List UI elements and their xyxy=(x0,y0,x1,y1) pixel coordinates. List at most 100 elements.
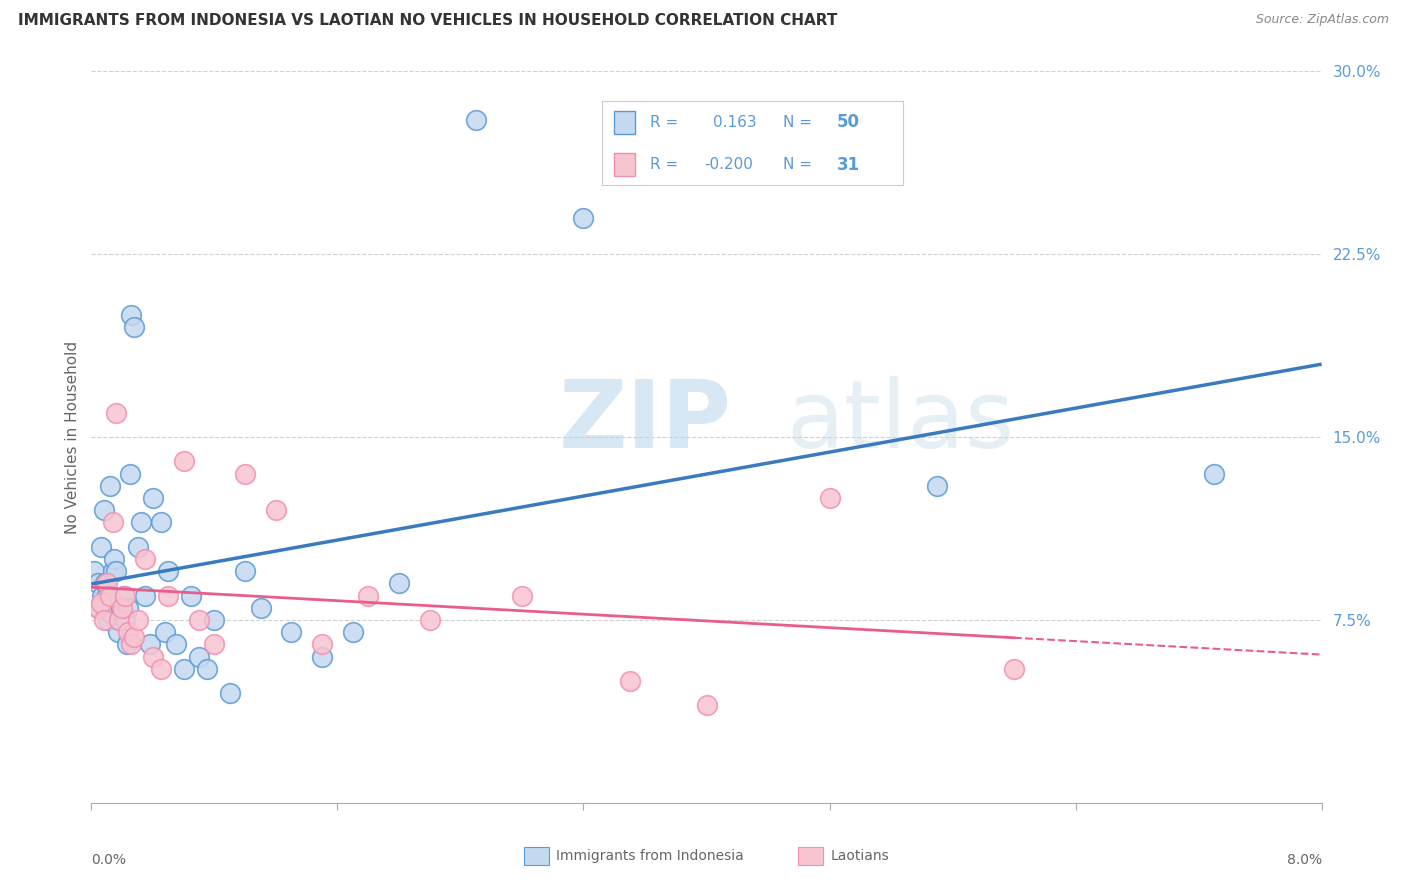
Text: 0.163: 0.163 xyxy=(713,115,756,130)
Point xyxy=(117,600,139,615)
Point xyxy=(118,467,141,481)
Point xyxy=(112,589,135,603)
Point xyxy=(91,589,114,603)
Point xyxy=(264,503,287,517)
Point xyxy=(157,589,180,603)
Point xyxy=(619,673,641,688)
Point xyxy=(818,491,841,505)
Point xyxy=(233,564,256,578)
Text: 31: 31 xyxy=(837,155,860,174)
Text: -0.200: -0.200 xyxy=(704,157,754,172)
Point xyxy=(111,600,134,615)
Point xyxy=(311,649,333,664)
Point xyxy=(510,589,533,603)
Bar xyxy=(614,111,636,135)
Point xyxy=(142,649,165,664)
Point xyxy=(311,637,333,651)
Point xyxy=(114,613,136,627)
Point xyxy=(419,613,441,627)
Point xyxy=(139,637,162,651)
Point xyxy=(111,606,134,620)
Point xyxy=(127,613,149,627)
Point xyxy=(96,576,118,591)
Point xyxy=(1002,662,1025,676)
Point xyxy=(464,113,486,128)
Point xyxy=(357,589,380,603)
Point xyxy=(202,613,225,627)
Point xyxy=(124,630,146,644)
Point xyxy=(342,625,364,640)
Point xyxy=(165,637,187,651)
Point xyxy=(124,320,146,334)
Text: IMMIGRANTS FROM INDONESIA VS LAOTIAN NO VEHICLES IN HOUSEHOLD CORRELATION CHART: IMMIGRANTS FROM INDONESIA VS LAOTIAN NO … xyxy=(18,13,838,29)
Point xyxy=(83,564,105,578)
Text: Immigrants from Indonesia: Immigrants from Indonesia xyxy=(557,849,744,863)
Point xyxy=(97,613,120,627)
Point xyxy=(94,576,117,591)
Y-axis label: No Vehicles in Household: No Vehicles in Household xyxy=(65,341,80,533)
Point xyxy=(233,467,256,481)
Point xyxy=(101,516,124,530)
Point xyxy=(927,479,949,493)
Point xyxy=(173,662,195,676)
Point xyxy=(153,625,177,640)
Point xyxy=(120,637,142,651)
Point xyxy=(108,613,131,627)
Point xyxy=(149,516,172,530)
Point xyxy=(108,613,131,627)
Text: ZIP: ZIP xyxy=(558,376,731,468)
Point xyxy=(173,454,195,468)
Text: 50: 50 xyxy=(837,113,860,131)
Point xyxy=(100,606,122,620)
Point xyxy=(120,308,142,322)
Point xyxy=(115,637,138,651)
Point xyxy=(96,589,118,603)
Point xyxy=(107,625,129,640)
Point xyxy=(249,600,271,615)
Point xyxy=(87,600,110,615)
Point xyxy=(134,552,156,566)
Bar xyxy=(614,153,636,177)
Point xyxy=(117,625,139,640)
Point xyxy=(86,576,108,591)
Point xyxy=(142,491,165,505)
Point xyxy=(280,625,302,640)
Point xyxy=(134,589,156,603)
Point xyxy=(188,649,211,664)
Point xyxy=(195,662,218,676)
Point xyxy=(105,406,127,420)
Point xyxy=(1202,467,1225,481)
Point xyxy=(572,211,595,225)
Text: R =: R = xyxy=(650,157,679,172)
Point xyxy=(127,540,149,554)
Point xyxy=(93,503,115,517)
Text: Source: ZipAtlas.com: Source: ZipAtlas.com xyxy=(1256,13,1389,27)
Point xyxy=(388,576,411,591)
Point xyxy=(110,600,132,615)
Text: 0.0%: 0.0% xyxy=(91,853,127,867)
Point xyxy=(98,589,121,603)
Point xyxy=(114,589,136,603)
Point xyxy=(90,596,112,610)
Point xyxy=(103,552,125,566)
Text: 8.0%: 8.0% xyxy=(1286,853,1322,867)
Point xyxy=(180,589,202,603)
Point xyxy=(218,686,240,700)
Point xyxy=(86,600,108,615)
Text: atlas: atlas xyxy=(786,376,1015,468)
Point xyxy=(98,479,121,493)
Text: Laotians: Laotians xyxy=(830,849,889,863)
Point xyxy=(129,516,152,530)
Point xyxy=(202,637,225,651)
Point xyxy=(157,564,180,578)
Point xyxy=(90,540,112,554)
Point xyxy=(695,698,717,713)
Text: R =: R = xyxy=(650,115,679,130)
Text: N =: N = xyxy=(783,115,811,130)
Text: N =: N = xyxy=(783,157,811,172)
Point xyxy=(105,564,127,578)
Point xyxy=(101,564,124,578)
Point xyxy=(188,613,211,627)
Point xyxy=(149,662,172,676)
Point xyxy=(93,613,115,627)
